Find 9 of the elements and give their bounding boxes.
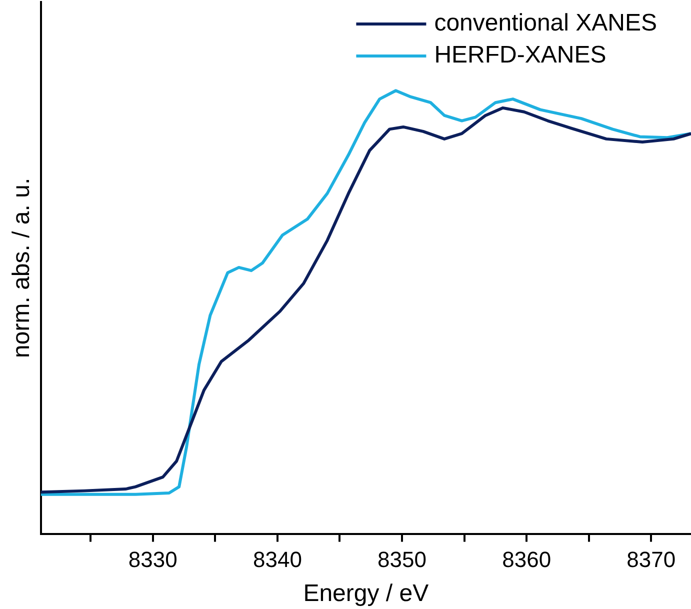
x-tick-label: 8330 xyxy=(128,547,178,572)
legend-label: conventional XANES xyxy=(434,10,657,37)
x-tick-label: 8370 xyxy=(626,547,676,572)
x-axis-title: Energy / eV xyxy=(303,580,429,608)
x-tick-label: 8340 xyxy=(252,547,302,572)
x-tick-label: 8350 xyxy=(378,547,426,572)
x-tick-label: 8360 xyxy=(502,547,552,572)
y-axis-title: norm. abs. / a. u. xyxy=(8,178,36,358)
legend-label: HERFD-XANES xyxy=(434,42,606,69)
